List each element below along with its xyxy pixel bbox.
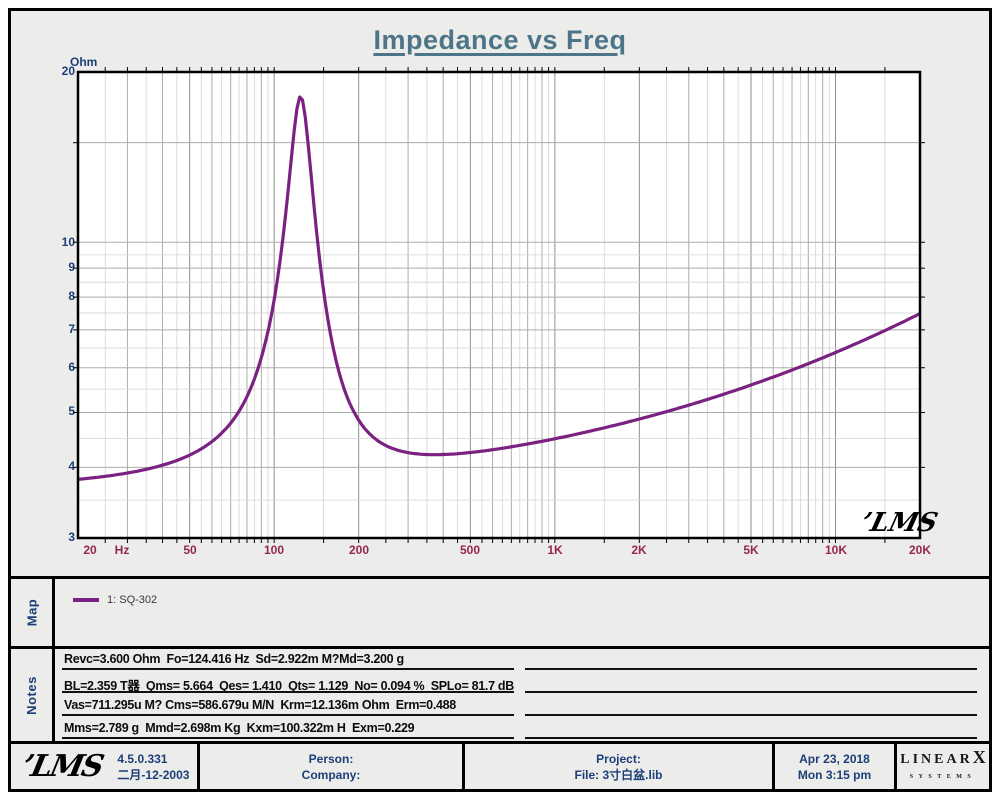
y-tick-9: 9	[68, 260, 75, 274]
linearx-logo: LINEARX SYSTEMS	[897, 744, 989, 789]
x-tick-10k: 10K	[824, 543, 847, 557]
note-underline-right-4	[525, 721, 977, 739]
map-content: 1: SQ-302	[55, 579, 989, 646]
version-block: 4.5.0.331 二月-12-2003	[117, 751, 189, 783]
footer-version-cell: ’LMS 4.5.0.331 二月-12-2003	[11, 744, 200, 789]
note-line-1: Revc=3.600 Ohm Fo=124.416 Hz Sd=2.922m M…	[62, 652, 514, 670]
x-tick-2k: 2K	[631, 543, 647, 557]
lms-logo: ’LMS	[19, 748, 106, 784]
linearx-wordmark: LINEARX	[900, 746, 986, 767]
y-tick-8: 8	[68, 289, 75, 303]
x-tick-20hz: 20	[83, 543, 97, 557]
notes-content: Revc=3.600 Ohm Fo=124.416 Hz Sd=2.922m M…	[55, 649, 989, 741]
note-underline-right-1	[525, 652, 977, 670]
company-label: Company:	[301, 767, 361, 782]
x-tick-500: 500	[459, 543, 481, 557]
notes-label: Notes	[24, 675, 39, 715]
footer: ’LMS 4.5.0.331 二月-12-2003 Person: Compan…	[11, 741, 989, 789]
legend-item: 1: SQ-302	[73, 594, 157, 606]
note-line-2: BL=2.359 T器 Qms= 5.664 Qes= 1.410 Qts= 1…	[62, 675, 514, 693]
x-tick-200: 200	[348, 543, 370, 557]
notes-panel: Notes Revc=3.600 Ohm Fo=124.416 Hz Sd=2.…	[11, 646, 989, 741]
y-tick-3: 3	[68, 530, 75, 544]
y-axis-unit: Ohm	[70, 55, 98, 69]
linearx-systems: SYSTEMS	[909, 773, 977, 780]
map-panel: Map 1: SQ-302	[11, 576, 989, 646]
person-label: Person:	[308, 751, 354, 766]
date-text: Apr 23, 2018	[799, 751, 870, 766]
y-tick-20: 20	[61, 64, 75, 78]
note-line-4: Mms=2.789 g Mmd=2.698m Kg Kxm=100.322m H…	[62, 721, 514, 739]
map-side-strip: Map	[11, 579, 55, 646]
footer-person-cell: Person: Company:	[200, 744, 465, 789]
note-underline-right-3	[525, 698, 977, 716]
footer-project-cell: Project: File: 3寸白盆.lib	[465, 744, 775, 789]
file-label: File: 3寸白盆.lib	[574, 767, 663, 782]
version-date: 二月-12-2003	[117, 767, 190, 782]
chart-title: Impedance vs Freq	[373, 25, 627, 55]
project-label: Project:	[596, 751, 641, 766]
impedance-plot: ’LMS	[73, 67, 940, 543]
y-tick-6: 6	[68, 360, 75, 374]
y-tick-10: 10	[61, 235, 75, 249]
lms-watermark: ’LMS	[858, 507, 940, 538]
x-tick-50: 50	[183, 543, 197, 557]
note-underline-right-2	[525, 675, 977, 693]
notes-side-strip: Notes	[11, 649, 55, 741]
x-tick-1k: 1K	[547, 543, 563, 557]
y-tick-7: 7	[68, 322, 75, 336]
x-tick-100: 100	[263, 543, 285, 557]
y-tick-4: 4	[68, 459, 75, 473]
y-tick-5: 5	[68, 404, 75, 418]
map-label: Map	[24, 598, 39, 627]
page-frame: Impedance vs Freq Ohm 20 10 9 8 7 6 5 4 …	[8, 8, 992, 792]
x-unit-hz: Hz	[114, 543, 130, 557]
impedance-curve	[77, 95, 921, 481]
x-tick-20k: 20K	[908, 543, 931, 557]
x-tick-5k: 5K	[743, 543, 759, 557]
version-text: 4.5.0.331	[117, 751, 168, 766]
legend-label: 1: SQ-302	[107, 594, 158, 606]
note-line-3: Vas=711.295u M? Cms=586.679u M/N Krm=12.…	[62, 698, 514, 716]
legend-swatch	[73, 598, 99, 602]
footer-date-cell: Apr 23, 2018 Mon 3:15 pm	[775, 744, 897, 789]
time-text: Mon 3:15 pm	[797, 767, 872, 782]
